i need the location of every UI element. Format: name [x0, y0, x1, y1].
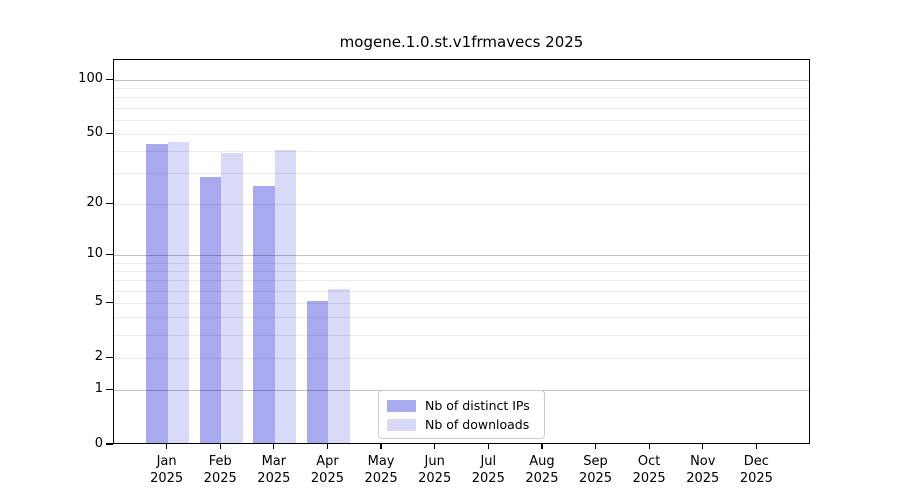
- x-tick-label-sep: Sep 2025: [578, 454, 613, 486]
- bar-feb-downloads: [221, 153, 243, 443]
- bar-apr-distinct-ips: [307, 301, 329, 443]
- y-tick-1: [106, 388, 113, 390]
- legend: Nb of distinct IPs Nb of downloads: [378, 390, 545, 439]
- gridline-minor-20: [114, 203, 809, 205]
- bars-layer: [114, 60, 809, 443]
- legend-entry-distinct-ips: Nb of distinct IPs: [387, 398, 535, 413]
- x-tick-label-apr: Apr 2025: [310, 454, 344, 486]
- x-tick-label-may: May 2025: [364, 454, 398, 486]
- y-tick-label-20: 20: [86, 195, 103, 211]
- gridline-major-100: [114, 79, 809, 81]
- bar-jan-downloads: [167, 142, 189, 443]
- y-tick-20: [106, 202, 113, 205]
- legend-swatch-distinct-ips: [387, 399, 416, 412]
- gridline-minor-8: [114, 270, 809, 272]
- gridline-minor-90: [114, 87, 809, 89]
- x-tick-dec: [755, 444, 758, 449]
- x-tick-feb: [219, 444, 221, 449]
- gridline-minor-30: [114, 173, 809, 175]
- y-tick-label-2: 2: [94, 349, 103, 365]
- gridline-major-10: [114, 254, 809, 256]
- plot-area: [113, 59, 810, 444]
- x-tick-label-dec: Dec 2025: [739, 454, 773, 486]
- x-tick-oct: [648, 444, 650, 449]
- gridline-minor-40: [114, 151, 809, 152]
- x-tick-label-mar: Mar 2025: [257, 454, 291, 486]
- gridline-minor-4: [114, 317, 809, 319]
- x-tick-label-aug: Aug 2025: [525, 454, 559, 486]
- x-tick-may: [380, 444, 382, 449]
- x-tick-jan: [165, 444, 168, 449]
- y-tick-label-100: 100: [78, 71, 103, 87]
- x-tick-aug: [541, 444, 543, 449]
- y-tick-50: [106, 132, 113, 134]
- x-tick-label-oct: Oct 2025: [632, 454, 666, 486]
- grid-layer: [114, 60, 809, 443]
- y-tick-2: [106, 356, 113, 358]
- x-tick-nov: [702, 444, 704, 449]
- y-tick-label-10: 10: [86, 246, 103, 262]
- y-tick-5: [106, 301, 113, 304]
- legend-label-distinct-ips: Nb of distinct IPs: [425, 398, 530, 413]
- chart-title: mogene.1.0.st.v1frmavecs 2025: [339, 33, 584, 51]
- x-tick-label-jan: Jan 2025: [150, 454, 184, 486]
- gridline-minor-50: [114, 133, 809, 135]
- gridline-minor-6: [114, 290, 809, 292]
- x-tick-label-nov: Nov 2025: [686, 454, 720, 486]
- legend-label-downloads: Nb of downloads: [425, 417, 530, 432]
- y-tick-100: [106, 78, 113, 80]
- x-tick-apr: [326, 444, 329, 449]
- y-tick-label-50: 50: [86, 125, 103, 141]
- bar-feb-distinct-ips: [199, 176, 222, 443]
- y-tick-0: [106, 443, 113, 445]
- gridline-minor-60: [114, 119, 809, 121]
- x-tick-mar: [273, 444, 275, 449]
- gridline-minor-5: [114, 302, 809, 304]
- y-tick-label-1: 1: [94, 381, 103, 397]
- x-tick-label-jun: Jun 2025: [418, 454, 452, 486]
- gridline-minor-7: [114, 280, 809, 282]
- x-tick-label-feb: Feb 2025: [203, 454, 237, 486]
- bar-mar-distinct-ips: [253, 185, 275, 443]
- x-tick-jun: [434, 444, 436, 449]
- gridline-minor-70: [114, 107, 809, 109]
- gridline-minor-9: [114, 262, 809, 264]
- x-tick-sep: [594, 444, 597, 449]
- y-tick-label-0: 0: [94, 436, 103, 451]
- gridline-minor-80: [114, 97, 809, 99]
- y-tick-10: [106, 253, 113, 256]
- bar-jan-distinct-ips: [146, 143, 168, 443]
- bar-mar-downloads: [274, 149, 297, 443]
- bar-apr-downloads: [328, 289, 350, 443]
- legend-entry-downloads: Nb of downloads: [387, 417, 535, 432]
- gridline-minor-3: [114, 334, 809, 336]
- y-tick-label-5: 5: [94, 294, 103, 310]
- legend-swatch-downloads: [387, 418, 416, 431]
- gridline-minor-2: [114, 357, 809, 359]
- x-tick-jul: [487, 444, 489, 449]
- x-tick-label-jul: Jul 2025: [471, 454, 505, 486]
